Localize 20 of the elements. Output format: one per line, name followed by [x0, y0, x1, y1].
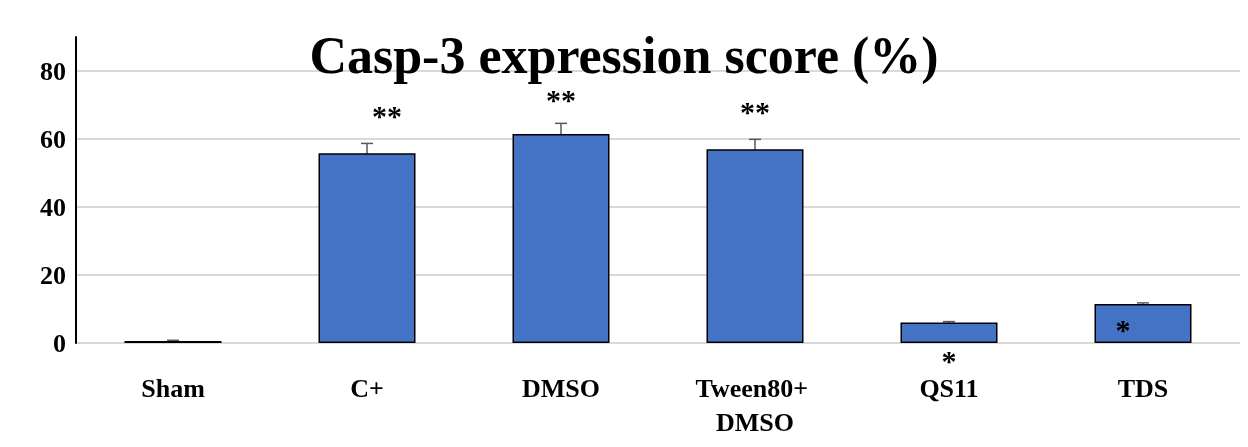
- x-tick-label: Tween80+ DMSO: [695, 373, 815, 437]
- annotation: **: [372, 98, 402, 132]
- y-tick-label: 20: [40, 260, 66, 290]
- bar: [706, 149, 804, 343]
- chart-title: Casp-3 expression score (%): [309, 26, 939, 85]
- y-tick-label: 0: [53, 328, 66, 358]
- y-tick-label: 80: [40, 56, 66, 86]
- x-tick-label: DMSO: [522, 373, 600, 403]
- x-tick-label: Sham: [141, 373, 206, 403]
- annotation: **: [740, 94, 770, 128]
- annotation: **: [546, 83, 576, 117]
- bar: [512, 133, 610, 343]
- x-tick-label: TDS: [1117, 373, 1169, 403]
- y-tick-label: 40: [40, 192, 66, 222]
- bar: [900, 322, 998, 343]
- annotation: *: [1115, 312, 1131, 346]
- bar: [318, 153, 416, 343]
- y-tick-label: 60: [40, 124, 66, 154]
- bar: [1094, 303, 1192, 343]
- x-tick-label: C+: [350, 373, 384, 403]
